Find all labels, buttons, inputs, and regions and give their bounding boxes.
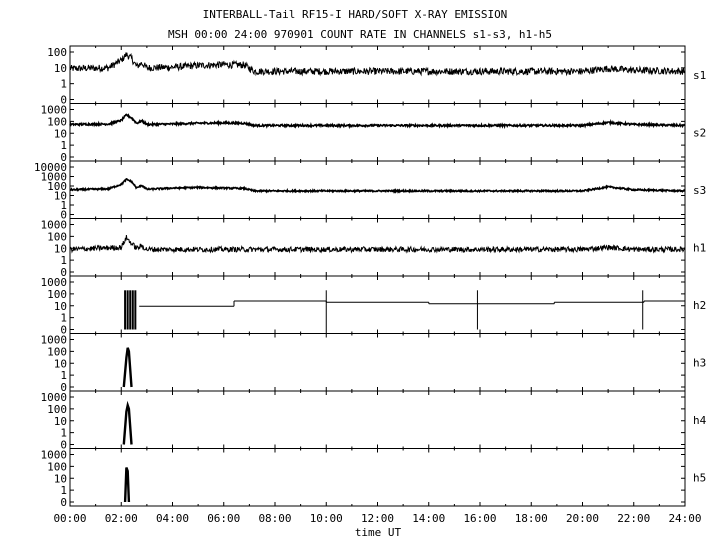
- y-tick-label: 1: [60, 369, 67, 382]
- x-tick-label: 02:00: [105, 512, 138, 525]
- x-tick-label: 10:00: [310, 512, 343, 525]
- panel-frame: [69, 390, 686, 449]
- y-tick-label: 100: [47, 403, 67, 416]
- x-tick-label: 06:00: [207, 512, 240, 525]
- y-tick-label: 100: [47, 46, 67, 59]
- y-tick-label: 100: [47, 460, 67, 473]
- y-tick-label: 100: [47, 230, 67, 243]
- x-tick-label: 22:00: [617, 512, 650, 525]
- y-tick-label: 100: [47, 115, 67, 128]
- y-tick-label: 1: [60, 139, 67, 152]
- y-tick-label: 10: [54, 242, 67, 255]
- y-tick-label: 10: [54, 472, 67, 485]
- y-tick-label: 10: [54, 300, 67, 313]
- y-tick-label: 0: [60, 151, 67, 164]
- y-tick-label: 1: [60, 199, 67, 212]
- y-tick-label: 0: [60, 209, 67, 222]
- x-tick-label: 18:00: [515, 512, 548, 525]
- x-tick-label: 20:00: [566, 512, 599, 525]
- y-tick-label: 10: [54, 415, 67, 428]
- panel-label-s3: s3: [693, 184, 706, 197]
- x-tick-label: 00:00: [53, 512, 86, 525]
- panel-label-h3: h3: [693, 356, 706, 369]
- panel-frame: [69, 275, 686, 334]
- series-line-s2: [69, 113, 686, 130]
- y-tick-label: 0: [60, 324, 67, 337]
- series-line-s1: [69, 52, 686, 77]
- panel-label-h4: h4: [693, 414, 707, 427]
- y-tick-label: 100: [47, 288, 67, 301]
- y-tick-label: 0: [60, 439, 67, 452]
- y-tick-label: 10: [54, 127, 67, 140]
- panel-label-s2: s2: [693, 126, 706, 139]
- y-tick-label: 0: [60, 94, 67, 107]
- chart-title: INTERBALL-Tail RF15-I HARD/SOFT X-RAY EM…: [203, 8, 508, 21]
- y-tick-label: 10: [54, 357, 67, 370]
- x-tick-label: 08:00: [258, 512, 291, 525]
- y-tick-label: 1000: [41, 391, 68, 404]
- y-tick-label: 10: [54, 62, 67, 75]
- x-axis-label: time UT: [355, 526, 402, 539]
- y-tick-label: 0: [60, 266, 67, 279]
- y-tick-label: 10: [54, 190, 67, 203]
- panels-group: 1001010s110001001010s21000010001001010s3…: [34, 45, 707, 509]
- y-tick-label: 1000: [41, 276, 68, 289]
- y-tick-label: 1: [60, 427, 67, 440]
- panel-label-h2: h2: [693, 299, 706, 312]
- y-tick-label: 1000: [41, 449, 68, 462]
- chart-subtitle: MSH 00:00 24:00 970901 COUNT RATE IN CHA…: [168, 28, 552, 41]
- y-tick-label: 100: [47, 345, 67, 358]
- y-tick-label: 100: [47, 180, 67, 193]
- y-tick-label: 1: [60, 312, 67, 325]
- x-axis: 00:00 02:00 04:00 06:00 08:00 10:00 12:00 14:00…: [53, 512, 701, 525]
- panel-label-s1: s1: [693, 69, 706, 82]
- y-tick-label: 0: [60, 381, 67, 394]
- x-tick-label: 12:00: [361, 512, 394, 525]
- panel-frame: [69, 448, 686, 507]
- y-tick-label: 1000: [41, 104, 68, 117]
- panel-frame: [69, 45, 686, 104]
- series-line-s3: [69, 178, 686, 194]
- y-tick-label: 1: [60, 254, 67, 267]
- x-tick-label: 24:00: [668, 512, 701, 525]
- series-line-h1: [69, 235, 686, 254]
- y-tick-label: 0: [60, 496, 67, 509]
- x-tick-label: 04:00: [156, 512, 189, 525]
- panel-label-h5: h5: [693, 471, 706, 484]
- y-tick-label: 1: [60, 484, 67, 497]
- y-tick-label: 1000: [41, 219, 68, 232]
- x-tick-label: 16:00: [463, 512, 496, 525]
- y-tick-label: 1000: [41, 171, 68, 184]
- series-line-h2: [139, 300, 685, 307]
- x-tick-label: 14:00: [412, 512, 445, 525]
- y-tick-label: 1: [60, 78, 67, 91]
- series-line-h3: [122, 347, 133, 388]
- panel-frame: [69, 103, 686, 162]
- y-tick-label: 1000: [41, 334, 68, 347]
- series-line-h5: [123, 467, 131, 503]
- y-tick-label: 10000: [34, 161, 67, 174]
- series-line-h4: [122, 400, 133, 445]
- panel-frame: [69, 333, 686, 392]
- panel-label-h1: h1: [693, 241, 706, 254]
